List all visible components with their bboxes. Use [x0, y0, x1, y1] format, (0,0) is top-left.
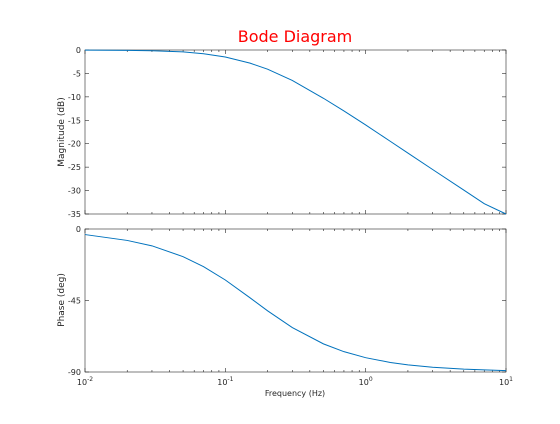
phase-ytick-label: -45 — [68, 297, 81, 306]
frequency-tick-label: 10-2 — [77, 376, 93, 387]
phase-series — [84, 234, 507, 372]
frequency-tick-label: 100 — [359, 376, 373, 387]
frequency-tick-exponent: -1 — [227, 376, 233, 383]
frequency-axis-ticks: 10-2 10-1 100 101 — [77, 376, 513, 387]
phase-axis-label: Phase (deg) — [57, 273, 67, 327]
magnitude-ytick-label: -10 — [68, 93, 81, 102]
magnitude-axis-label: Magnitude (dB) — [57, 97, 67, 166]
magnitude-ytick-label: -30 — [68, 187, 81, 196]
chart-title: Bode Diagram — [238, 27, 353, 46]
frequency-tick-exponent: -2 — [87, 376, 93, 383]
magnitude-ytick-label: -5 — [73, 69, 81, 78]
frequency-tick-exponent: 0 — [369, 376, 373, 383]
magnitude-ytick-label: -35 — [68, 210, 81, 219]
magnitude-line — [84, 49, 507, 215]
frequency-axis-label: Frequency (Hz) — [265, 389, 325, 398]
phase-ytick-label: 0 — [76, 225, 81, 234]
phase-line — [84, 234, 507, 372]
magnitude-axes-box — [84, 49, 507, 215]
magnitude-axis-ticks: 0 -5 -10 -15 -20 -25 -30 -35 — [68, 46, 507, 219]
frequency-tick-base: 10 — [499, 378, 509, 387]
magnitude-ytick-label: -15 — [68, 116, 81, 125]
magnitude-ytick-label: 0 — [76, 46, 81, 55]
frequency-tick-label: 101 — [499, 376, 513, 387]
frequency-tick-base: 10 — [217, 378, 227, 387]
magnitude-ytick-label: -20 — [68, 140, 81, 149]
phase-ytick-label: -90 — [68, 368, 81, 377]
magnitude-panel: 0 -5 -10 -15 -20 -25 -30 -35 Magnitude (dB) — [57, 46, 507, 219]
phase-axes-box — [84, 228, 507, 373]
phase-panel: 0 -45 -90 Phase (deg) — [57, 225, 507, 377]
magnitude-ytick-label: -25 — [68, 163, 81, 172]
frequency-tick-exponent: 1 — [509, 376, 513, 383]
frequency-tick-base: 10 — [77, 378, 87, 387]
frequency-tick-label: 10-1 — [217, 376, 233, 387]
frequency-tick-base: 10 — [359, 378, 369, 387]
magnitude-series — [84, 49, 507, 215]
phase-axis-ticks: 0 -45 -90 — [68, 225, 507, 377]
